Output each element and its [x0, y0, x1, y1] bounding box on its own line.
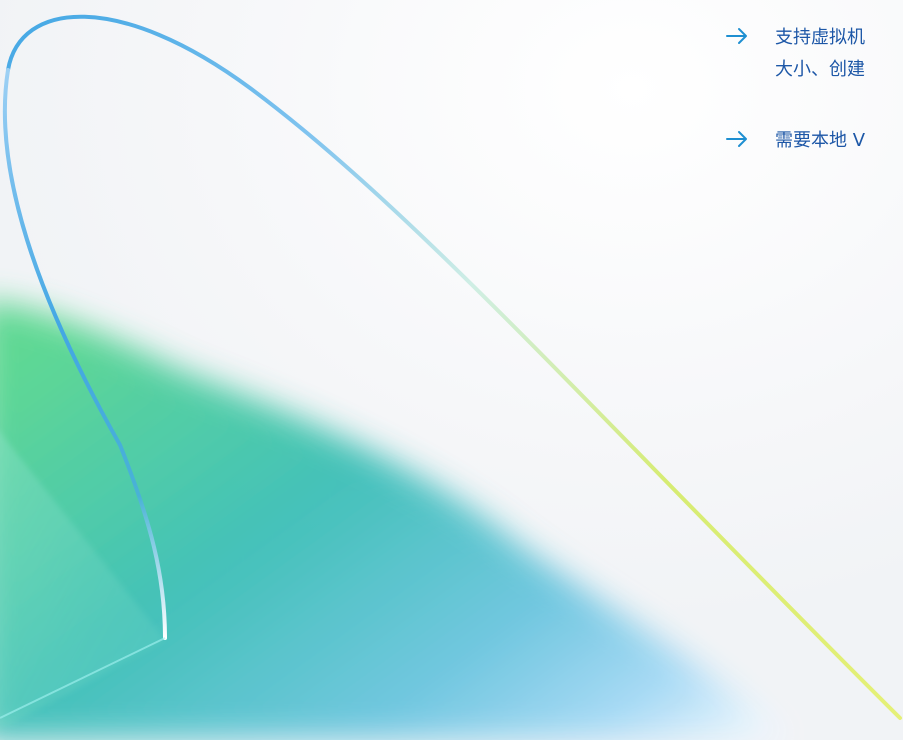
feature-item-local-requirement: 需要本地 V: [724, 125, 903, 159]
bottom-light-edge: [0, 637, 166, 719]
feature-line: 需要本地 V: [775, 130, 866, 151]
feature-item-vm-support: 支持虚拟机 大小、创建: [724, 22, 903, 102]
feature-text: 需要本地 V: [775, 125, 865, 157]
arrow-right-icon: [726, 28, 747, 44]
feature-text: 支持虚拟机 大小、创建: [775, 22, 865, 86]
arrow-right-icon: [726, 131, 747, 147]
light-streak-curve: [6, 14, 902, 720]
feature-line: 支持虚拟机: [775, 27, 865, 48]
left-light-curve: [2, 68, 167, 640]
feature-line: 大小、创建: [775, 59, 865, 80]
glass-panel-shape: [0, 432, 165, 730]
gradient-wave-shape: [0, 302, 790, 740]
